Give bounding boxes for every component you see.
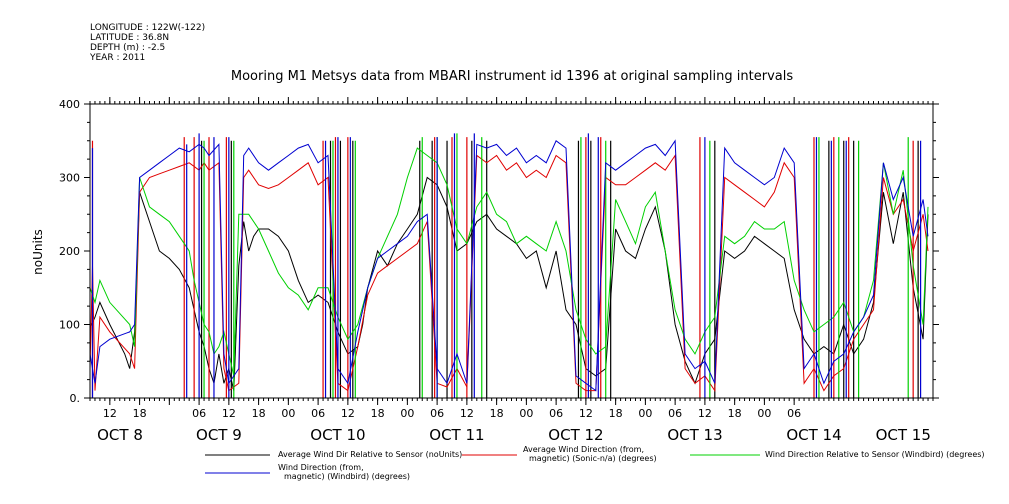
y-tick-label: 200 [59, 245, 80, 258]
x-tick-label: 06 [192, 407, 206, 420]
depth-label: DEPTH (m) : -2.5 [90, 43, 165, 53]
series-line [90, 176, 929, 391]
x-tick-label: 00 [519, 407, 533, 420]
x-tick-label: 12 [460, 407, 474, 420]
x-tick-label: 06 [311, 407, 325, 420]
series-0 [90, 140, 929, 398]
legend: Average Wind Dir Relative to Sensor (noU… [205, 445, 985, 481]
latitude-label: LATITUDE : 36.8N [90, 33, 169, 43]
plot-frame [89, 103, 934, 399]
x-tick-label: 00 [638, 407, 652, 420]
year-label: YEAR : 2011 [89, 53, 145, 63]
series-line [90, 139, 929, 392]
longitude-label: LONGITUDE : 122W(-122) [90, 23, 205, 33]
series-layer [90, 133, 929, 398]
y-axis-label: noUnits [31, 229, 45, 275]
x-tick-label: 06 [430, 407, 444, 420]
series-3 [90, 133, 929, 398]
y-tick-label: 100 [59, 319, 80, 332]
x-day-label: OCT 9 [196, 426, 242, 444]
x-tick-label: 18 [371, 407, 385, 420]
x-tick-label: 18 [490, 407, 504, 420]
series-line [90, 153, 929, 393]
legend-label: magnetic) (Windbird) (degrees) [284, 472, 410, 481]
x-day-label: OCT 11 [429, 426, 484, 444]
y-tick-label: 300 [59, 172, 80, 185]
legend-label: Wind Direction Relative to Sensor (Windb… [765, 450, 985, 459]
legend-label: Average Wind Direction (from, [523, 445, 644, 454]
x-tick-label: 06 [787, 407, 801, 420]
legend-item-2: Wind Direction Relative to Sensor (Windb… [690, 450, 985, 459]
x-tick-label: 18 [252, 407, 266, 420]
x-tick-label: 18 [133, 407, 147, 420]
x-tick-label: 00 [757, 407, 771, 420]
x-day-label: OCT 15 [876, 426, 931, 444]
x-tick-label: 12 [103, 407, 117, 420]
x-tick-label: 18 [728, 407, 742, 420]
x-tick-label: 12 [698, 407, 712, 420]
x-day-label: OCT 13 [667, 426, 722, 444]
legend-label: magnetic) (Sonic-n/a) (degrees) [529, 454, 657, 463]
legend-label: Average Wind Dir Relative to Sensor (noU… [278, 450, 462, 459]
x-tick-label: 06 [549, 407, 563, 420]
x-tick-label: 00 [281, 407, 295, 420]
header-metadata: LONGITUDE : 122W(-122) LATITUDE : 36.8N … [89, 23, 205, 63]
series-1 [90, 137, 929, 398]
y-tick-label: 400 [59, 98, 80, 111]
x-day-label: OCT 10 [310, 426, 365, 444]
x-tick-label: 00 [400, 407, 414, 420]
x-tick-label: 12 [579, 407, 593, 420]
series-2 [90, 133, 929, 398]
legend-item-1: Average Wind Direction (from,magnetic) (… [462, 445, 657, 463]
axes-layer: 0. 100 200 300 400 12 18 06 12 18 00 06 12 18 00 06 12 18… [59, 97, 939, 444]
legend-item-3: Wind Direction (from,magnetic) (Windbird… [205, 463, 410, 481]
legend-item-0: Average Wind Dir Relative to Sensor (noU… [205, 450, 462, 459]
y-tick-label: 0. [70, 392, 81, 405]
x-day-label: OCT 12 [548, 426, 603, 444]
x-tick-label: 12 [222, 407, 236, 420]
x-day-label: OCT 8 [97, 426, 143, 444]
x-day-label: OCT 14 [786, 426, 841, 444]
x-tick-label: 12 [341, 407, 355, 420]
chart-title: Mooring M1 Metsys data from MBARI instru… [231, 69, 793, 84]
x-tick-label: 18 [609, 407, 623, 420]
x-tick-label: 06 [668, 407, 682, 420]
legend-label: Wind Direction (from, [278, 463, 364, 472]
